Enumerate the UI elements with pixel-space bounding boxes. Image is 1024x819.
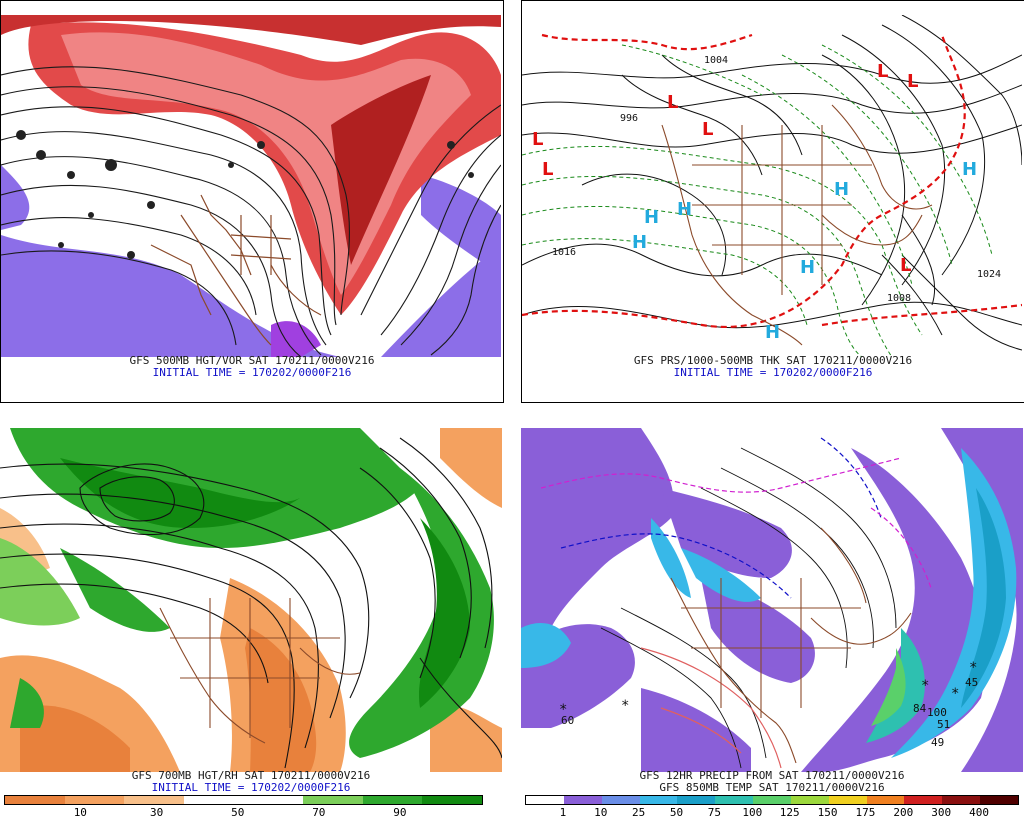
isobar-label: 1004 xyxy=(704,55,728,66)
tick-label: 50 xyxy=(669,806,684,819)
caption-top-left: GFS 500MB HGT/VOR SAT 170211/0000V216 xyxy=(129,354,375,367)
svg-text:*: * xyxy=(621,698,629,714)
low-symbol: L xyxy=(667,92,678,113)
panel-700mb-rh: GFS 700MB HGT/RH SAT 170211/0000V216 INI… xyxy=(0,428,502,819)
high-symbol: H xyxy=(800,257,815,278)
svg-text:*: * xyxy=(969,660,977,676)
tick-label: 10 xyxy=(73,806,87,819)
tick-label: 1 xyxy=(559,806,567,819)
precip-map: 60 45 84 100 51 49 * * * * * xyxy=(521,428,1023,772)
precip-colorbar-ticks: 1 10 25 50 75 100 125 150 175 200 300 40… xyxy=(525,806,1017,819)
tick-label: 175 xyxy=(855,806,876,819)
temp-label: 100 xyxy=(927,706,947,719)
low-symbol: L xyxy=(907,71,918,92)
temp-label: 45 xyxy=(965,676,978,689)
initial-time-top-right: INITIAL TIME = 170202/0000F216 xyxy=(673,366,873,379)
isobar-label: 996 xyxy=(620,113,638,124)
panel-precip-850temp: 60 45 84 100 51 49 * * * * * GFS 12HR PRECI… xyxy=(521,428,1023,819)
temp-label: 49 xyxy=(931,736,944,749)
tick-label: 70 xyxy=(312,806,326,819)
low-symbol: L xyxy=(877,61,888,82)
high-symbol: H xyxy=(644,207,659,228)
low-symbol: L xyxy=(900,255,911,276)
high-symbol: H xyxy=(962,159,977,180)
low-symbol: L xyxy=(542,159,553,180)
low-symbol: L xyxy=(532,129,543,150)
tick-label: 125 xyxy=(779,806,800,819)
tick-label: 10 xyxy=(594,806,608,819)
panel-500mb-vorticity: GFS 500MB HGT/VOR SAT 170211/0000V216 IN… xyxy=(0,0,504,403)
isobar-label: 1016 xyxy=(552,247,576,258)
temp-label: 51 xyxy=(937,718,950,731)
tick-label: 150 xyxy=(817,806,838,819)
rh-map xyxy=(0,428,502,772)
tick-label: 30 xyxy=(150,806,164,819)
initial-time-bottom-left: INITIAL TIME = 170202/0000F216 xyxy=(151,781,351,794)
svg-text:*: * xyxy=(921,678,929,694)
caption2-bottom-right: GFS 850MB TEMP SAT 170211/0000V216 xyxy=(659,781,885,794)
high-symbol: H xyxy=(677,199,692,220)
tick-label: 100 xyxy=(742,806,763,819)
pressure-map: L L L L L L L H H H H H H H 1016 1024 10… xyxy=(522,15,1022,357)
tick-label: 90 xyxy=(393,806,407,819)
precip-colorbar xyxy=(525,795,1019,805)
svg-text:*: * xyxy=(951,686,959,702)
caption-top-right: GFS PRS/1000-500MB THK SAT 170211/0000V2… xyxy=(633,354,913,367)
high-symbol: H xyxy=(765,322,780,343)
tick-label: 200 xyxy=(893,806,914,819)
tick-label: 300 xyxy=(931,806,952,819)
isobar-label: 1024 xyxy=(977,269,1001,280)
low-symbol: L xyxy=(702,119,713,140)
temp-label: 60 xyxy=(561,714,574,727)
tick-label: 400 xyxy=(969,806,990,819)
panel-pressure-thickness: L L L L L L L H H H H H H H 1016 1024 10… xyxy=(521,0,1024,403)
high-symbol: H xyxy=(632,232,647,253)
caption-bottom-left: GFS 700MB HGT/RH SAT 170211/0000V216 xyxy=(131,769,371,782)
tick-label: 75 xyxy=(707,806,722,819)
vorticity-map xyxy=(1,15,501,357)
tick-label: 50 xyxy=(231,806,245,819)
rh-colorbar-ticks: 10 30 50 70 90 xyxy=(4,806,481,819)
high-symbol: H xyxy=(834,179,849,200)
rh-colorbar xyxy=(4,795,483,805)
initial-time-top-left: INITIAL TIME = 170202/0000F216 xyxy=(152,366,352,379)
temp-label: 84 xyxy=(913,702,927,715)
caption-bottom-right: GFS 12HR PRECIP FROM SAT 170211/0000V216 xyxy=(639,769,905,782)
tick-label: 25 xyxy=(632,806,646,819)
isobar-label: 1008 xyxy=(887,293,911,304)
svg-text:*: * xyxy=(559,702,567,718)
